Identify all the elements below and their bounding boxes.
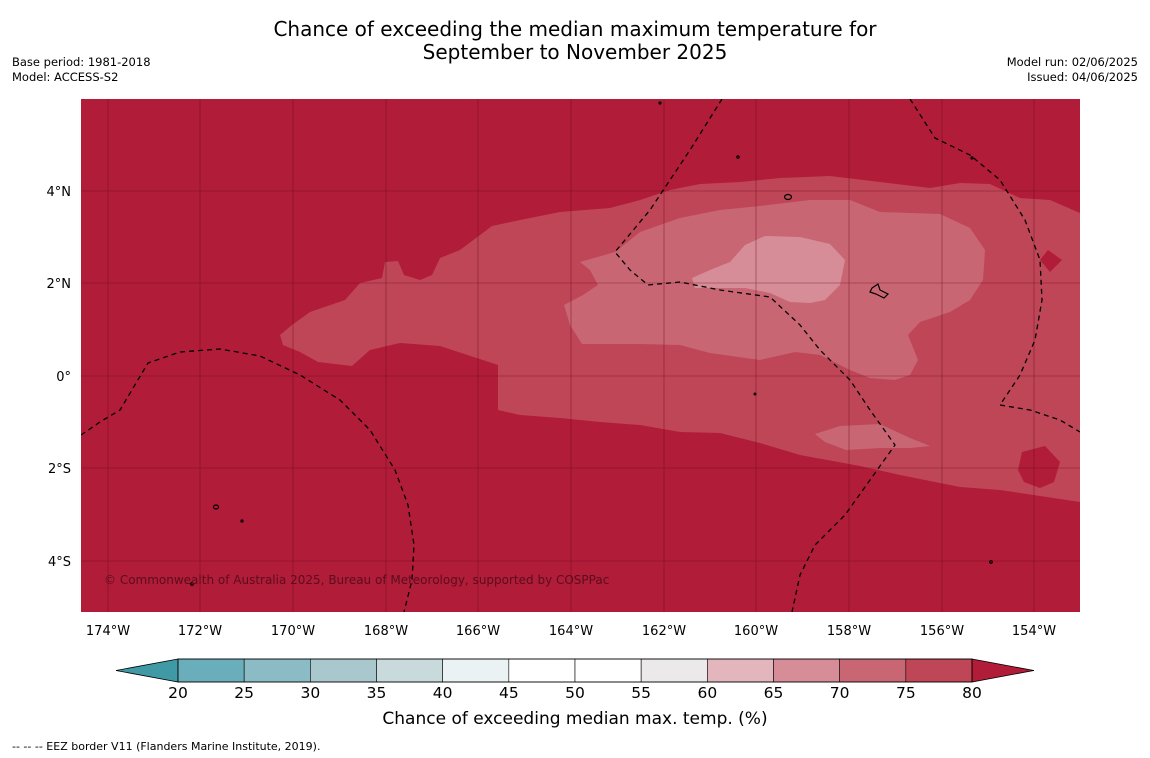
model-run-date: Model run: 02/06/2025 bbox=[1006, 55, 1138, 69]
eez-borders bbox=[81, 99, 1080, 612]
y-tick-label: 4°N bbox=[47, 185, 72, 200]
x-tick-label: 172°W bbox=[178, 624, 222, 639]
contour-80-pocket-southeast bbox=[1018, 446, 1060, 488]
colorbar-tick-label: 35 bbox=[366, 684, 387, 702]
eez-border-central bbox=[614, 99, 896, 612]
colorbar bbox=[115, 658, 1035, 683]
y-tick-label: 4°S bbox=[48, 555, 71, 570]
chart-title: Chance of exceeding the median maximum t… bbox=[0, 18, 1150, 64]
contour-80-pocket-east bbox=[1040, 250, 1062, 272]
eez-footnote: -- -- -- EEZ border V11 (Flanders Marine… bbox=[12, 740, 321, 753]
graticule bbox=[81, 99, 1080, 612]
contour-65-70 bbox=[692, 236, 845, 303]
metadata-left: Base period: 1981-2018 Model: ACCESS-S2 bbox=[12, 55, 151, 85]
title-line-2: September to November 2025 bbox=[422, 40, 728, 64]
colorbar-tick-label: 45 bbox=[498, 684, 519, 702]
colorbar-bin bbox=[442, 658, 510, 683]
colorbar-outline bbox=[177, 658, 973, 683]
title-line-1: Chance of exceeding the median maximum t… bbox=[273, 17, 877, 41]
island-atoll-a bbox=[212, 504, 220, 510]
island-atoll-b bbox=[240, 519, 244, 523]
x-tick-label: 156°W bbox=[920, 624, 964, 639]
colorbar-tick-label: 30 bbox=[300, 684, 321, 702]
colorbar-tick-label: 70 bbox=[829, 684, 850, 702]
island-atoll-c bbox=[736, 155, 740, 159]
colorbar-tick-label: 20 bbox=[168, 684, 188, 702]
island-atoll-d bbox=[753, 392, 757, 396]
x-tick-label: 154°W bbox=[1012, 624, 1056, 639]
colorbar-bin bbox=[508, 658, 576, 683]
colorbar-tick-label: 25 bbox=[234, 684, 255, 702]
x-tick-label: 170°W bbox=[271, 624, 315, 639]
contour-70-75-south bbox=[815, 424, 930, 450]
colorbar-tick-label: 75 bbox=[895, 684, 916, 702]
x-tick-label: 160°W bbox=[734, 624, 778, 639]
colorbar-bin bbox=[574, 658, 642, 683]
issued-date: Issued: 04/06/2025 bbox=[1027, 70, 1138, 84]
y-tick-label: 2°N bbox=[47, 277, 72, 292]
x-tick-label: 164°W bbox=[549, 624, 593, 639]
island-atoll-f bbox=[190, 582, 194, 586]
colorbar-bin bbox=[310, 658, 377, 683]
eez-border-west bbox=[81, 348, 415, 612]
colorbar-bin bbox=[773, 658, 840, 683]
x-axis-labels: 174°W 172°W 170°W 168°W 166°W 164°W 162°… bbox=[86, 624, 1056, 639]
colorbar-bin bbox=[177, 658, 245, 683]
model-name: Model: ACCESS-S2 bbox=[12, 70, 119, 84]
y-tick-label: 2°S bbox=[48, 462, 71, 477]
island-atoll-g bbox=[970, 156, 974, 160]
colorbar-tick-label: 60 bbox=[697, 684, 718, 702]
colorbar-arrow-high bbox=[971, 658, 1035, 683]
eez-border-east bbox=[909, 99, 1080, 433]
x-tick-label: 162°W bbox=[642, 624, 686, 639]
island-atoll-e bbox=[989, 560, 993, 564]
colorbar-tick-label: 65 bbox=[763, 684, 784, 702]
colorbar-bin bbox=[243, 658, 311, 683]
colorbar-tick-label: 50 bbox=[565, 684, 585, 702]
colorbar-bin bbox=[905, 658, 973, 683]
colorbar-tick-label: 55 bbox=[631, 684, 652, 702]
colorbar-arrow-low bbox=[115, 658, 179, 683]
map-panel[interactable]: © Commonwealth of Australia 2025, Bureau… bbox=[81, 99, 1080, 612]
island-tabuaeran bbox=[783, 193, 793, 201]
island-atoll-h bbox=[658, 101, 662, 105]
islands bbox=[190, 101, 993, 586]
metadata-right: Model run: 02/06/2025 Issued: 04/06/2025 bbox=[1007, 55, 1138, 85]
base-period: Base period: 1981-2018 bbox=[12, 55, 151, 69]
colorbar-bin bbox=[839, 658, 907, 683]
copyright-notice: © Commonwealth of Australia 2025, Bureau… bbox=[104, 573, 609, 587]
colorbar-title: Chance of exceeding median max. temp. (%… bbox=[382, 709, 768, 729]
y-tick-label: 0° bbox=[56, 370, 71, 385]
colorbar-bin bbox=[640, 658, 708, 683]
island-kiritimati bbox=[869, 283, 890, 299]
x-tick-label: 166°W bbox=[456, 624, 500, 639]
colorbar-bin bbox=[707, 658, 774, 683]
x-tick-label: 174°W bbox=[86, 624, 130, 639]
x-tick-label: 158°W bbox=[827, 624, 871, 639]
x-tick-label: 168°W bbox=[364, 624, 408, 639]
colorbar-bin bbox=[376, 658, 443, 683]
colorbar-tick-label: 40 bbox=[432, 684, 453, 702]
y-axis-labels: 4°N 2°N 0° 2°S 4°S bbox=[47, 185, 72, 570]
colorbar-tick-label: 80 bbox=[962, 684, 982, 702]
